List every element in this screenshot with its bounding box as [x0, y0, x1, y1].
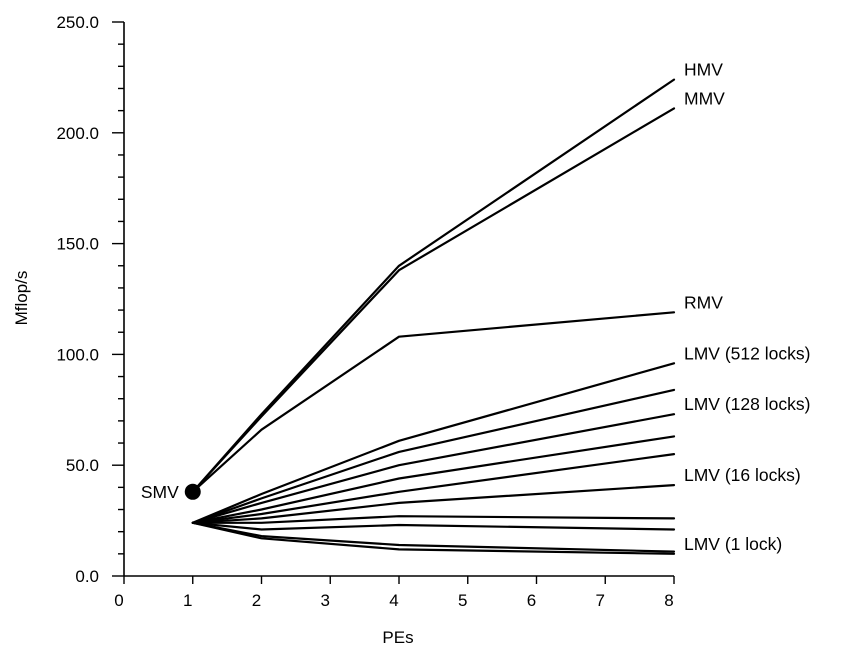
y-tick-label: 0.0 [75, 567, 99, 586]
axes: 0 1 2 3 4 5 6 7 8 0.0 50.0 100.0 150.0 200.0 250.0 [56, 13, 675, 610]
series-line-4 [191, 362, 676, 524]
series-line-9 [191, 484, 676, 524]
y-tick-label: 100.0 [56, 345, 99, 364]
series-line-13 [191, 521, 676, 555]
y-tick-label: 250.0 [56, 13, 99, 32]
x-axis-title: PEs [382, 628, 413, 647]
series-label-13: LMV (1 lock) [684, 534, 782, 554]
series-label-9: LMV (16 locks) [684, 465, 801, 485]
x-tick-label: 0 [114, 591, 123, 610]
series-label-6: LMV (128 locks) [684, 394, 810, 414]
x-tick-label: 2 [252, 591, 261, 610]
series-line-10 [191, 515, 676, 524]
y-tick-label: 50.0 [66, 456, 99, 475]
x-tick-label: 4 [389, 591, 398, 610]
x-tick-label: 8 [664, 591, 673, 610]
y-tick-label: 150.0 [56, 235, 99, 254]
x-tick-label: 6 [527, 591, 536, 610]
series-label-1: HMV [684, 60, 723, 80]
series-line-2 [191, 107, 676, 493]
y-axis-title: Mflop/s [12, 271, 31, 326]
series-line-3 [191, 311, 676, 493]
series-label-3: RMV [684, 292, 723, 312]
series-line-6 [191, 413, 676, 524]
point-label: SMV [141, 482, 179, 502]
x-tick-label: 7 [596, 591, 605, 610]
y-tick-label: 200.0 [56, 124, 99, 143]
series-label-4: LMV (512 locks) [684, 343, 810, 363]
x-tick-label: 3 [321, 591, 330, 610]
series-line-7 [191, 435, 676, 524]
series-label-2: MMV [684, 88, 725, 108]
series-line-11 [191, 521, 676, 531]
series-line-8 [191, 453, 676, 524]
smv-marker [184, 483, 201, 500]
x-tick-label: 5 [458, 591, 467, 610]
series-layer [184, 78, 676, 555]
series-line-12 [191, 521, 676, 553]
series-line-5 [191, 388, 676, 524]
labels-layer: HMV MMV RMV LMV (512 locks) LMV (128 locks) L… [141, 60, 811, 554]
x-tick-label: 1 [183, 591, 192, 610]
